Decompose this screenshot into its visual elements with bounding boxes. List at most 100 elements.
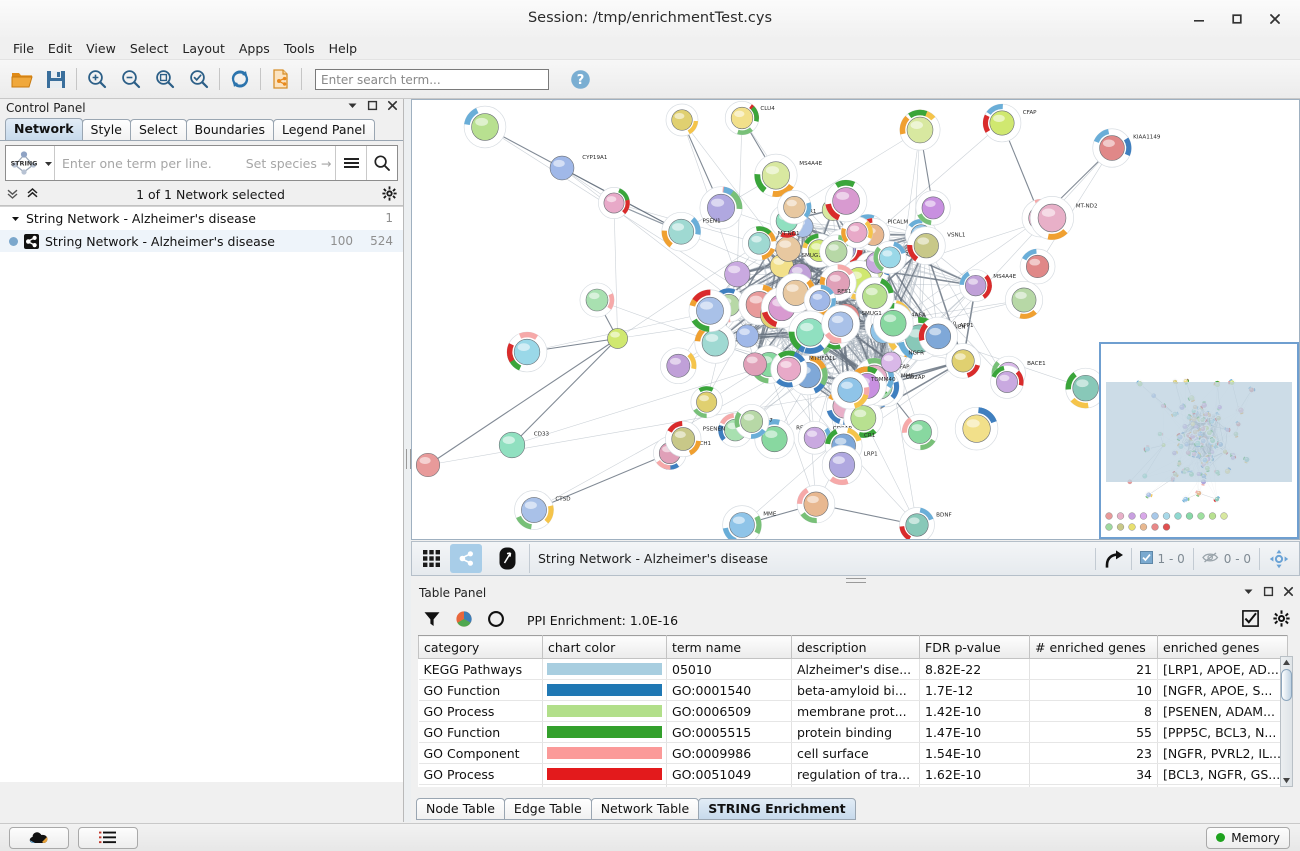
close-icon[interactable]: [1256, 4, 1294, 34]
grid-layout-icon[interactable]: [415, 544, 447, 573]
tab-legend-panel[interactable]: Legend Panel: [273, 119, 375, 140]
col-category[interactable]: category: [419, 636, 543, 659]
pie-chart-icon[interactable]: [455, 610, 473, 631]
tab-node-table[interactable]: Node Table: [416, 798, 505, 820]
col-enriched-genes[interactable]: enriched genes: [1158, 636, 1288, 659]
zoom-selected-icon[interactable]: [182, 62, 216, 96]
chevron-down-icon[interactable]: [1243, 586, 1254, 600]
zoom-fit-icon[interactable]: [148, 62, 182, 96]
scroll-down-arrow-icon[interactable]: [1281, 775, 1292, 786]
expand-triangle-icon[interactable]: [8, 214, 22, 223]
share-network-icon[interactable]: [450, 544, 482, 573]
tab-edge-table[interactable]: Edge Table: [504, 798, 592, 820]
menu-layout[interactable]: Layout: [175, 39, 232, 58]
cell-enriched-count: 32: [1030, 785, 1158, 788]
close-panel-icon[interactable]: [387, 100, 398, 114]
navigator-viewport-rect[interactable]: [1106, 382, 1292, 482]
minimize-icon[interactable]: [1180, 4, 1218, 34]
gear-icon[interactable]: [382, 186, 397, 204]
cell-description: regulation of ph...: [792, 785, 920, 788]
zoom-in-icon[interactable]: [80, 62, 114, 96]
maximize-icon[interactable]: [1218, 4, 1256, 34]
col-enriched-count[interactable]: # enriched genes: [1030, 636, 1158, 659]
scroll-up-arrow-icon[interactable]: [1281, 657, 1292, 668]
cell-enriched-count: 8: [1030, 701, 1158, 722]
annotation-icon[interactable]: [491, 544, 523, 573]
checkbox-checked-icon[interactable]: [1242, 610, 1259, 630]
gear-icon[interactable]: [1273, 610, 1290, 630]
float-panel-icon[interactable]: [1263, 586, 1274, 600]
save-icon[interactable]: [39, 62, 73, 96]
col-chart-color[interactable]: chart color: [543, 636, 667, 659]
menu-tools[interactable]: Tools: [277, 39, 322, 58]
help-icon[interactable]: ?: [563, 62, 597, 96]
table-panel: Table Panel: [411, 584, 1300, 822]
zoom-out-icon[interactable]: [114, 62, 148, 96]
tree-root-row[interactable]: String Network - Alzheimer's disease 1: [0, 207, 403, 230]
export-network-icon[interactable]: [264, 62, 298, 96]
refresh-icon[interactable]: [223, 62, 257, 96]
expand-all-icon[interactable]: [26, 187, 39, 203]
menu-help[interactable]: Help: [322, 39, 365, 58]
enrichment-table[interactable]: category chart color term name descripti…: [418, 635, 1288, 787]
filter-icon[interactable]: [423, 610, 441, 631]
menu-edit[interactable]: Edit: [41, 39, 79, 58]
svg-text:SMUG1: SMUG1: [862, 311, 883, 317]
table-vertical-scrollbar[interactable]: [1280, 656, 1293, 787]
cell-chart-color: [543, 680, 667, 701]
donut-chart-icon[interactable]: [487, 610, 505, 631]
string-logo-icon[interactable]: STRING: [6, 146, 42, 180]
float-panel-icon[interactable]: [367, 100, 378, 114]
search-icon[interactable]: [367, 146, 397, 180]
col-term-name[interactable]: term name: [667, 636, 792, 659]
title-bar: Session: /tmp/enrichmentTest.cys: [0, 0, 1300, 38]
tree-child-row[interactable]: String Network - Alzheimer's disease 100…: [0, 230, 403, 253]
chevron-down-icon[interactable]: [347, 100, 358, 114]
folder-open-icon[interactable]: [5, 62, 39, 96]
cell-description: protein binding: [792, 722, 920, 743]
col-fdr-pvalue[interactable]: FDR p-value: [920, 636, 1030, 659]
close-panel-icon[interactable]: [1283, 586, 1294, 600]
tab-network[interactable]: Network: [5, 118, 83, 140]
cloud-icon[interactable]: [9, 827, 69, 849]
tab-network-table[interactable]: Network Table: [591, 798, 700, 820]
network-navigator[interactable]: [1099, 342, 1299, 539]
cell-chart-color: [543, 785, 667, 788]
string-term-input[interactable]: Enter one term per line. Set species →: [55, 156, 335, 171]
export-image-icon[interactable]: [1099, 544, 1131, 573]
menu-apps[interactable]: Apps: [232, 39, 277, 58]
scrollbar-thumb[interactable]: [1281, 669, 1292, 701]
vertical-splitter[interactable]: [404, 99, 411, 822]
tab-select[interactable]: Select: [130, 119, 187, 140]
center-network-icon[interactable]: [1263, 544, 1295, 573]
collapse-all-icon[interactable]: [6, 187, 19, 203]
tab-boundaries[interactable]: Boundaries: [186, 119, 274, 140]
search-input[interactable]: Enter search term...: [315, 69, 549, 90]
horizontal-splitter[interactable]: [411, 577, 1300, 584]
hamburger-icon[interactable]: [336, 146, 366, 180]
tab-style[interactable]: Style: [82, 119, 131, 140]
svg-text:PICALM: PICALM: [888, 220, 909, 226]
network-tree[interactable]: String Network - Alzheimer's disease 1 S…: [0, 206, 403, 782]
network-view[interactable]: VSNL1GAB2CLUAPOESMUG1TOMM40PHF1CD2APMS4A…: [411, 99, 1300, 540]
cell-term-name: 05010: [667, 659, 792, 680]
selected-nodes-count: 1 - 0: [1158, 552, 1185, 566]
chevron-down-icon[interactable]: [42, 159, 54, 168]
menu-view[interactable]: View: [79, 39, 123, 58]
memory-status-button[interactable]: Memory: [1206, 827, 1290, 849]
enrichment-table-wrap[interactable]: category chart color term name descripti…: [411, 635, 1300, 787]
tab-string-enrichment[interactable]: STRING Enrichment: [698, 798, 855, 820]
task-list-icon[interactable]: [78, 827, 138, 849]
col-description[interactable]: description: [792, 636, 920, 659]
svg-text:APP1: APP1: [959, 323, 974, 329]
menu-file[interactable]: File: [6, 39, 41, 58]
menu-select[interactable]: Select: [123, 39, 176, 58]
set-species-link[interactable]: Set species →: [246, 156, 332, 171]
